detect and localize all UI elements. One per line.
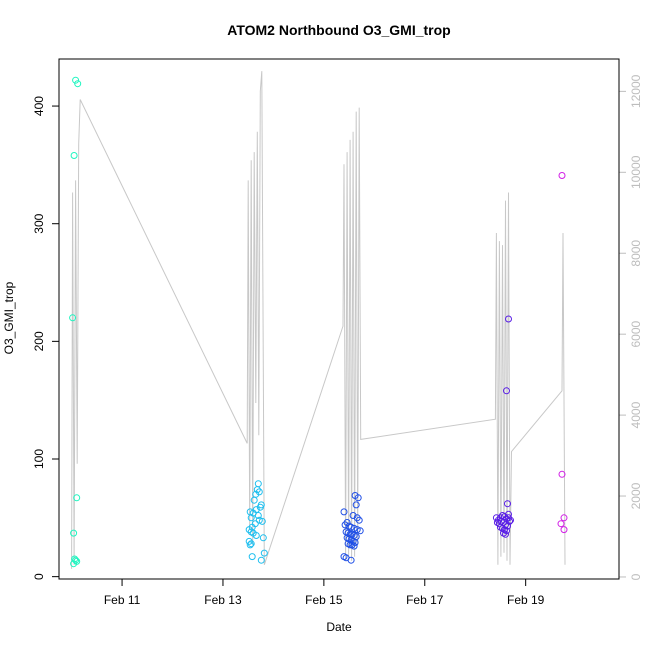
- data-point: [255, 488, 263, 496]
- data-point: [250, 496, 258, 504]
- y2-tick-label: 0: [629, 573, 643, 580]
- x-axis: Feb 11 Feb 13 Feb 15 Feb 17 Feb 19: [104, 579, 545, 607]
- data-point: [73, 494, 81, 502]
- data-point: [505, 510, 512, 518]
- data-point: [505, 315, 512, 323]
- y-tick-label: 100: [32, 449, 46, 469]
- plot-frame: [58, 58, 620, 580]
- y2-tick-label: 6000: [629, 321, 643, 348]
- x-tick-label: Feb 15: [305, 593, 343, 607]
- data-point: [254, 512, 262, 519]
- data-point: [245, 526, 253, 534]
- data-point: [560, 526, 568, 534]
- x-tick-label: Feb 19: [507, 593, 545, 607]
- data-point: [347, 556, 355, 564]
- data-point: [340, 508, 348, 516]
- data-point: [558, 470, 566, 478]
- data-point: [253, 486, 261, 494]
- data-point: [72, 556, 80, 564]
- data-point: [69, 314, 77, 322]
- data-point: [72, 76, 80, 84]
- data-point: [350, 524, 358, 532]
- y2-tick-label: 10000: [629, 155, 643, 189]
- y2-tick-label: 8000: [629, 240, 643, 267]
- y-tick-label: 400: [32, 96, 46, 116]
- data-point: [560, 514, 568, 522]
- data-point: [254, 480, 262, 488]
- data-point: [354, 494, 362, 502]
- data-point: [70, 152, 78, 159]
- x-axis-label: Date: [326, 620, 352, 634]
- y2-tick-label: 12000: [629, 74, 643, 108]
- data-point: [70, 560, 78, 568]
- data-point: [245, 537, 253, 545]
- y-axis: 0 100 200 300 400: [32, 96, 59, 580]
- data-point: [247, 514, 255, 522]
- y2-axis: 0 2000 4000 6000 8000 10000 12000: [618, 74, 643, 580]
- y-tick-label: 300: [32, 213, 46, 233]
- x-tick-label: Feb 11: [104, 593, 141, 607]
- data-point: [346, 541, 354, 549]
- data-point: [246, 541, 254, 549]
- data-point: [502, 530, 509, 538]
- data-point: [557, 520, 565, 528]
- data-point: [248, 553, 256, 561]
- data-point: [350, 542, 358, 550]
- data-point: [247, 540, 255, 548]
- y-tick-label: 200: [32, 331, 46, 351]
- y2-tick-label: 4000: [629, 401, 643, 428]
- altitude-line-layer: [71, 71, 566, 569]
- data-point: [356, 527, 364, 535]
- data-point: [341, 521, 349, 529]
- y-tick-label: 0: [32, 573, 46, 580]
- data-point: [252, 532, 260, 539]
- data-point: [349, 512, 357, 519]
- data-point: [352, 501, 360, 509]
- data-point: [258, 517, 266, 525]
- altitude-line: [71, 71, 566, 569]
- data-point: [260, 549, 268, 557]
- chart-title: ATOM2 Northbound O3_GMI_trop: [227, 22, 450, 38]
- data-point: [355, 516, 363, 524]
- y-axis-label: O3_GMI_trop: [2, 281, 16, 354]
- x-tick-label: Feb 17: [406, 593, 444, 607]
- data-point: [504, 500, 511, 508]
- data-point: [507, 516, 514, 524]
- data-point: [74, 80, 82, 88]
- y2-tick-label: 2000: [629, 482, 643, 509]
- data-point: [70, 529, 78, 537]
- data-point: [503, 387, 510, 395]
- points-layer: [69, 76, 568, 568]
- data-point: [506, 517, 513, 525]
- data-point: [558, 172, 566, 179]
- data-point: [257, 556, 265, 564]
- data-point: [259, 534, 267, 542]
- x-tick-label: Feb 13: [204, 593, 242, 607]
